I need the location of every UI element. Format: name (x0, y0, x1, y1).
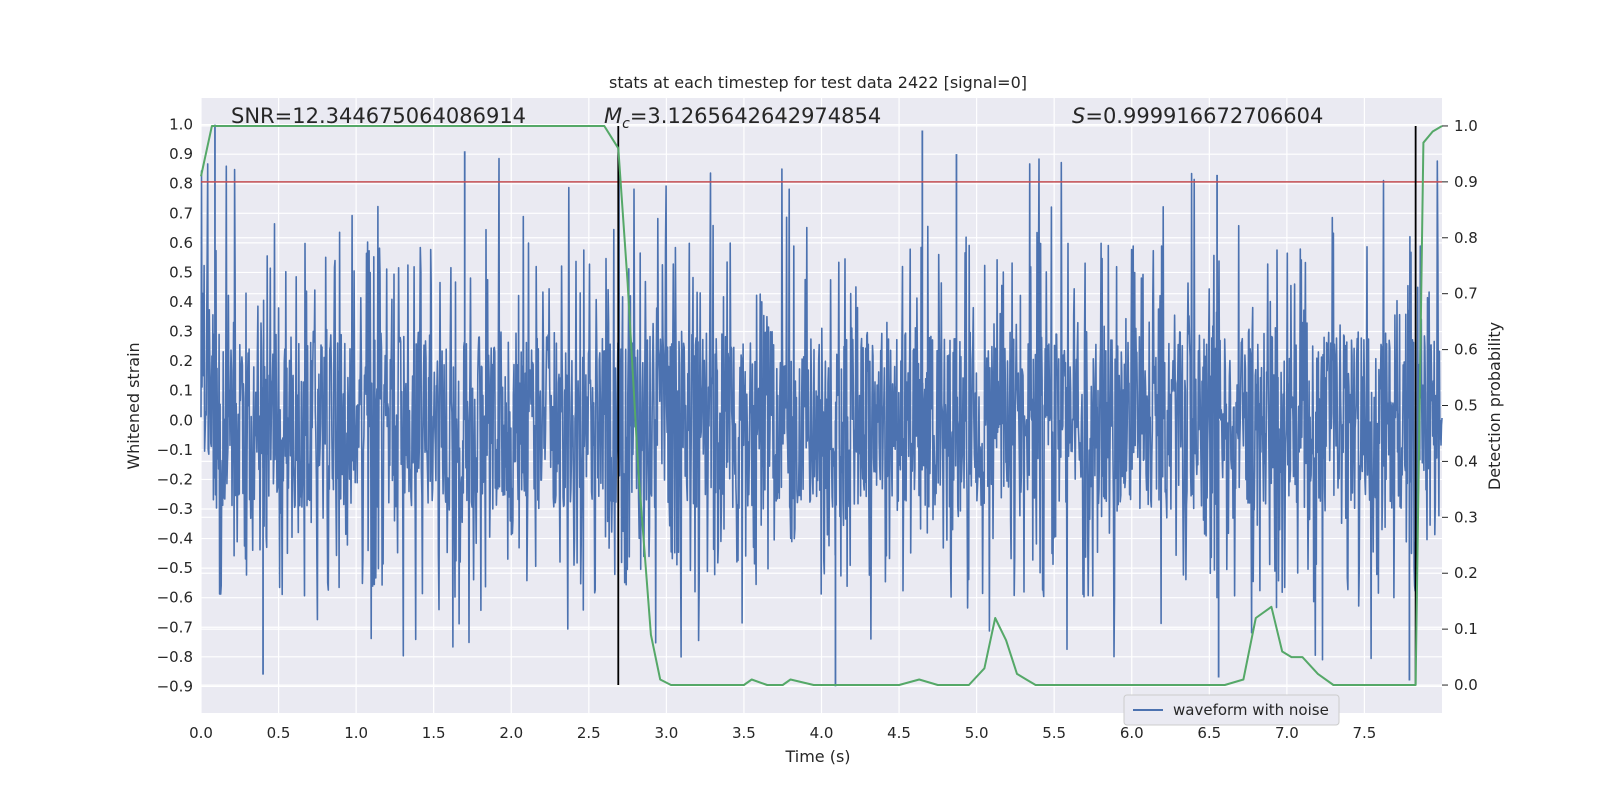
x-tick-label: 7.5 (1353, 724, 1377, 742)
legend-label-waveform: waveform with noise (1173, 701, 1329, 719)
y-right-tick-label: 0.5 (1454, 397, 1478, 415)
chirp-mass-value: =3.1265642642974854 (630, 104, 881, 128)
y-left-tick-label: 0.5 (169, 263, 193, 281)
y-left-tick-label: 0.9 (169, 145, 193, 163)
chirp-mass-symbol: M (604, 104, 622, 128)
x-tick-label: 6.0 (1120, 724, 1144, 742)
waveform-series (200, 124, 1443, 687)
y-right-tick-label: 1.0 (1454, 117, 1478, 135)
y-left-tick-label: 0.3 (169, 323, 193, 341)
y-left-tick-label: −0.9 (157, 677, 193, 695)
y-left-tick-label: 0.8 (169, 175, 193, 193)
y-left-tick-label: 0.2 (169, 352, 193, 370)
y-right-tick-label: 0.1 (1454, 620, 1478, 638)
y-right-tick-label: 0.4 (1454, 452, 1478, 470)
y-right-tick-label: 0.6 (1454, 341, 1478, 359)
y-left-tick-label: −0.7 (157, 618, 193, 636)
detection-probability-line (200, 125, 1443, 686)
s-symbol: S (1072, 104, 1085, 128)
x-axis-label: Time (s) (784, 747, 850, 766)
y-left-tick-label: 0.1 (169, 382, 193, 400)
y-left-tick-label: 0.0 (169, 411, 193, 429)
x-tick-label: 4.5 (887, 724, 911, 742)
x-axis-ticks: 0.0 0.5 1.0 1.5 2.0 2.5 3.0 3.5 4.0 4.5 5.0 5.5 6.0 6… (189, 724, 1376, 742)
y-right-axis-label: Detection probability (1485, 322, 1504, 490)
x-tick-label: 2.0 (499, 724, 523, 742)
x-tick-label: 5.0 (965, 724, 989, 742)
y-left-tick-label: 0.7 (169, 204, 193, 222)
x-tick-label: 6.5 (1197, 724, 1221, 742)
y-right-tick-label: 0.7 (1454, 285, 1478, 303)
x-tick-label: 3.0 (654, 724, 678, 742)
x-tick-label: 7.0 (1275, 724, 1299, 742)
x-tick-label: 4.0 (810, 724, 834, 742)
y-right-tick-label: 0.8 (1454, 229, 1478, 247)
waveform-line (200, 157, 1443, 661)
x-tick-label: 1.5 (422, 724, 446, 742)
chirp-mass-subscript: c (622, 116, 630, 132)
legend-box (1123, 694, 1340, 726)
y-left-tick-label: −0.6 (157, 589, 193, 607)
y-right-tick-label: 0.2 (1454, 564, 1478, 582)
y-left-tick-label: −0.5 (157, 559, 193, 577)
snr-annotation: SNR=12.344675064086914 (231, 104, 526, 128)
detection-probability-series (200, 125, 1443, 686)
y-right-tick-label: 0.3 (1454, 508, 1478, 526)
y-left-tick-label: 0.6 (169, 234, 193, 252)
y-left-tick-label: −0.3 (157, 500, 193, 518)
x-tick-label: 2.5 (577, 724, 601, 742)
x-tick-label: 0.5 (267, 724, 291, 742)
y-right-tick-label: 0.9 (1454, 173, 1478, 191)
y-left-tick-label: −0.8 (157, 648, 193, 666)
y-left-tick-label: 0.4 (169, 293, 193, 311)
x-tick-label: 1.0 (344, 724, 368, 742)
vertical-markers (617, 125, 1417, 686)
y-left-tick-label: −0.1 (157, 441, 193, 459)
y-right-tick-label: 0.0 (1454, 676, 1478, 694)
chart-title: stats at each timestep for test data 242… (609, 73, 1027, 92)
legend: waveform with noise (1123, 694, 1340, 726)
s-value: =0.999916672706604 (1085, 104, 1323, 128)
y-left-tick-label: −0.4 (157, 530, 193, 548)
x-tick-label: 3.5 (732, 724, 756, 742)
y-right-axis-ticks: 1.0 0.9 0.8 0.7 0.6 0.5 0.4 0.3 0.2 0.1 0.0 (1442, 117, 1478, 694)
y-left-axis-label: Whitened strain (124, 342, 143, 469)
y-left-tick-label: −0.2 (157, 470, 193, 488)
x-tick-label: 5.5 (1042, 724, 1066, 742)
x-tick-label: 0.0 (189, 724, 213, 742)
chirp-mass-annotation: Mc=3.1265642642974854 (604, 104, 881, 132)
y-left-tick-label: 1.0 (169, 116, 193, 134)
y-left-axis-ticks: 1.0 0.9 0.8 0.7 0.6 0.5 0.4 0.3 0.2 0.1 0.0 −0.1 −0.… (157, 116, 193, 696)
s-annotation: S=0.999916672706604 (1072, 104, 1323, 128)
